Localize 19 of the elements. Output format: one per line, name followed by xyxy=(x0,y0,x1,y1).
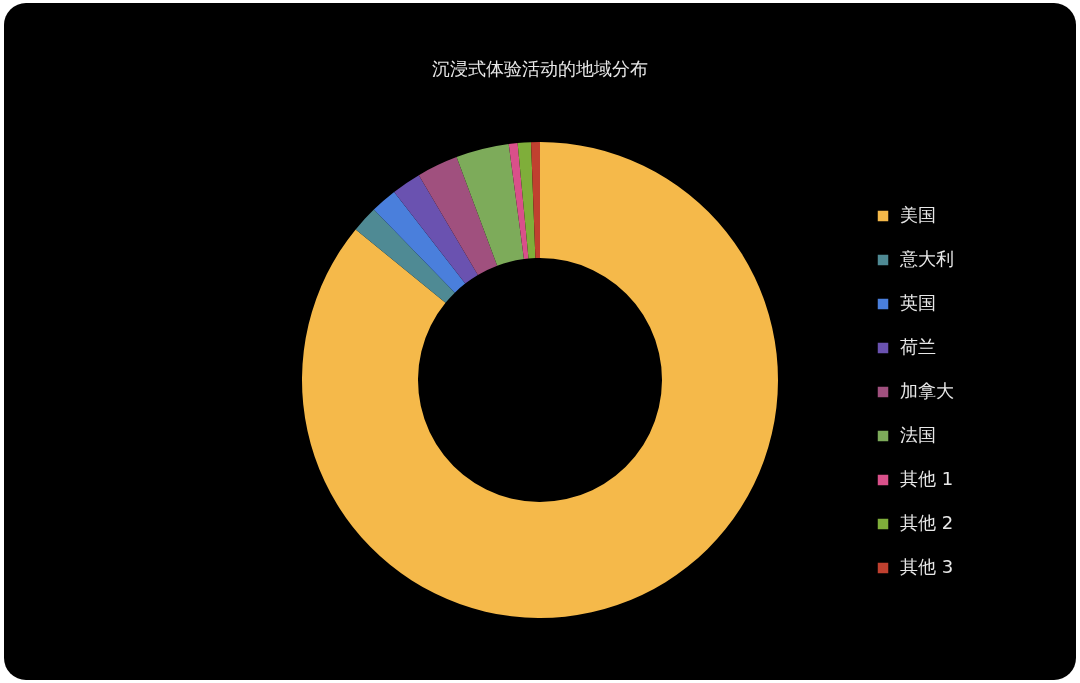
donut-slice xyxy=(373,191,466,293)
legend-label: 美国 xyxy=(900,204,936,225)
donut-slice xyxy=(456,144,524,266)
legend-label: 其他 3 xyxy=(900,556,954,577)
legend-label: 其他 1 xyxy=(900,468,954,489)
legend-label: 法国 xyxy=(900,424,936,445)
donut-slice xyxy=(508,143,529,260)
donut-slice xyxy=(302,142,778,618)
legend-label: 加拿大 xyxy=(900,380,954,401)
legend-label: 荷兰 xyxy=(900,336,936,357)
donut-slice xyxy=(418,157,498,275)
legend-label: 其他 2 xyxy=(900,512,954,533)
donut-slice xyxy=(531,142,540,259)
donut-slice xyxy=(355,209,455,303)
legend-label: 意大利 xyxy=(899,248,954,269)
donut-slice xyxy=(394,175,478,284)
chart-title: 沉浸式体验活动的地域分布 xyxy=(432,58,648,79)
donut-slice xyxy=(517,142,536,259)
legend-label: 英国 xyxy=(900,292,936,313)
